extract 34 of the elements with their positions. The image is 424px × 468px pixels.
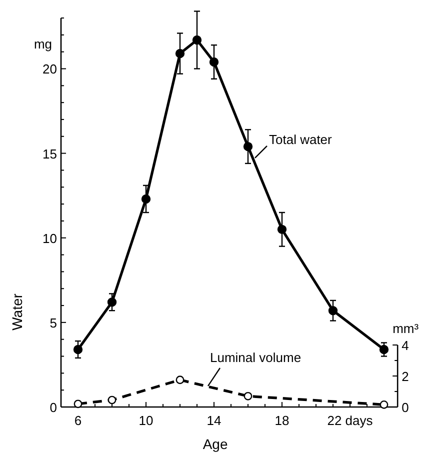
y2-tick-label: 4 xyxy=(402,338,409,354)
x-tick-label: 10 xyxy=(138,413,154,428)
series-label: Luminal volume xyxy=(210,350,302,366)
y2-axis-title: mm³ xyxy=(392,321,420,336)
x-tick-label: 18 xyxy=(274,413,290,428)
point xyxy=(379,344,389,354)
point xyxy=(176,376,184,384)
x-tick-label: 22 days xyxy=(327,413,374,428)
x-tick-label: 14 xyxy=(206,413,222,428)
point xyxy=(192,35,202,45)
point xyxy=(209,57,219,67)
point xyxy=(141,194,151,204)
x-axis-title: Age xyxy=(202,436,228,452)
y-tick-label: 15 xyxy=(42,146,57,162)
x-tick-label: 6 xyxy=(74,413,82,428)
point xyxy=(73,344,83,354)
point xyxy=(74,400,82,408)
point xyxy=(108,396,116,404)
point xyxy=(380,400,388,409)
point xyxy=(243,142,253,152)
series-label: Total water xyxy=(269,132,333,147)
y-tick-label: 0 xyxy=(50,400,57,415)
point xyxy=(244,392,252,400)
y2-tick-label: 2 xyxy=(402,369,409,384)
y-tick-label: 5 xyxy=(50,315,57,330)
text: mg xyxy=(34,36,52,52)
point xyxy=(328,306,338,316)
y-axis-title: Water xyxy=(9,293,25,330)
y-tick-label: 10 xyxy=(42,230,57,246)
point xyxy=(175,48,185,58)
y2-tick-label: 0 xyxy=(402,400,409,415)
y-tick-label: 20 xyxy=(42,62,57,77)
point xyxy=(277,224,287,234)
point xyxy=(107,298,117,307)
